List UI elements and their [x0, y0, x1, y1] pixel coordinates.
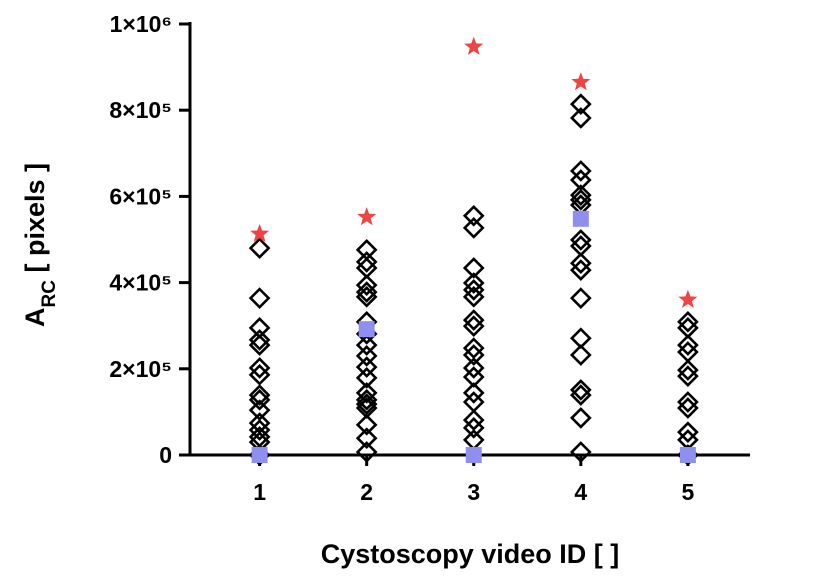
diamond-point [462, 279, 485, 301]
diamond-point [355, 345, 378, 367]
diamond-point [355, 367, 378, 389]
diamond-point [677, 317, 699, 339]
diamond-point [569, 287, 592, 309]
diamond-point [569, 384, 592, 406]
diamond-point [462, 217, 485, 239]
star-point [250, 223, 270, 242]
diamond-point [569, 441, 592, 463]
diamond-point [248, 237, 271, 259]
square-point [465, 447, 482, 463]
diamond-point [248, 357, 271, 379]
y-tick-label: 8×10⁵ [109, 97, 172, 123]
diamond-point [355, 382, 378, 404]
diamond-point [355, 334, 378, 356]
x-tick-label: 5 [681, 479, 694, 505]
diamond-point [462, 257, 485, 279]
diamond-point [462, 337, 485, 359]
diamond-point [677, 421, 699, 443]
y-tick-label: 1×10⁶ [110, 11, 172, 37]
diamond-point [569, 189, 592, 211]
diamond-point [569, 379, 592, 401]
diamond-point [677, 359, 699, 381]
y-axis-title-part: [ pixels ] [20, 163, 50, 280]
diamond-point [355, 356, 378, 378]
diamond-point [462, 417, 485, 439]
diamond-point [248, 317, 271, 339]
y-axis-title-part: A [20, 307, 50, 327]
diamond-point [462, 272, 485, 294]
diamond-point [355, 257, 378, 279]
y-tick-label: 2×10⁵ [109, 356, 172, 382]
diamond-point [248, 287, 271, 309]
diamond-point [462, 382, 485, 404]
star-point [678, 289, 698, 308]
diamond-point [248, 329, 271, 351]
diamond-point [355, 251, 378, 273]
diamond-point [462, 429, 485, 451]
x-tick-label: 4 [574, 479, 587, 505]
diamond-point [677, 310, 699, 333]
diamond-point [248, 334, 271, 356]
diamond-point [355, 285, 378, 308]
x-tick-label: 3 [467, 479, 480, 505]
diamond-point [569, 259, 592, 281]
diamond-point [248, 363, 271, 386]
diamond-point [569, 107, 592, 129]
diamond-point [569, 252, 592, 275]
diamond-point [248, 419, 271, 441]
y-axis-title: ARC [ pixels ] [20, 163, 60, 327]
diamond-point [569, 184, 592, 206]
diamond-point [355, 441, 378, 463]
diamond-point [355, 413, 378, 436]
diamond-point [355, 239, 378, 261]
diamond-point [569, 407, 592, 429]
y-axis-title-part: RC [39, 280, 60, 308]
diamond-point [462, 204, 485, 227]
diamond-point [677, 334, 699, 356]
star-point [357, 207, 377, 226]
y-tick-label: 4×10⁵ [109, 270, 172, 296]
x-tick-label: 2 [360, 479, 373, 505]
diamond-point [355, 274, 378, 297]
diamond-point [462, 357, 485, 379]
diamond-point [677, 341, 699, 363]
star-point [464, 36, 484, 55]
diamond-point [355, 427, 378, 450]
diamond-point [569, 229, 592, 251]
diamond-point [248, 388, 271, 411]
diamond-point [355, 388, 378, 411]
star-point [571, 72, 591, 91]
diamond-point [677, 391, 699, 413]
diamond-point [569, 160, 592, 182]
square-point [679, 447, 696, 463]
diamond-point [355, 393, 378, 415]
y-tick-label: 0 [159, 442, 172, 468]
diamond-point [569, 344, 592, 366]
x-axis-title: Cystoscopy video ID [ ] [321, 539, 620, 569]
diamond-point [569, 93, 592, 116]
diamond-point [569, 235, 592, 257]
square-point [572, 210, 589, 227]
square-point [251, 447, 268, 463]
diamond-point [462, 344, 485, 366]
diamond-point [462, 315, 485, 337]
square-point [358, 321, 375, 338]
diamond-point [462, 309, 485, 331]
diamond-point [462, 285, 485, 308]
diamond-point [248, 384, 271, 406]
x-tick-label: 1 [253, 479, 266, 505]
diamond-point [677, 365, 699, 387]
diamond-point [677, 397, 699, 419]
diamond-point [355, 281, 378, 303]
diamond-point [462, 366, 485, 388]
y-tick-label: 6×10⁵ [109, 183, 172, 209]
